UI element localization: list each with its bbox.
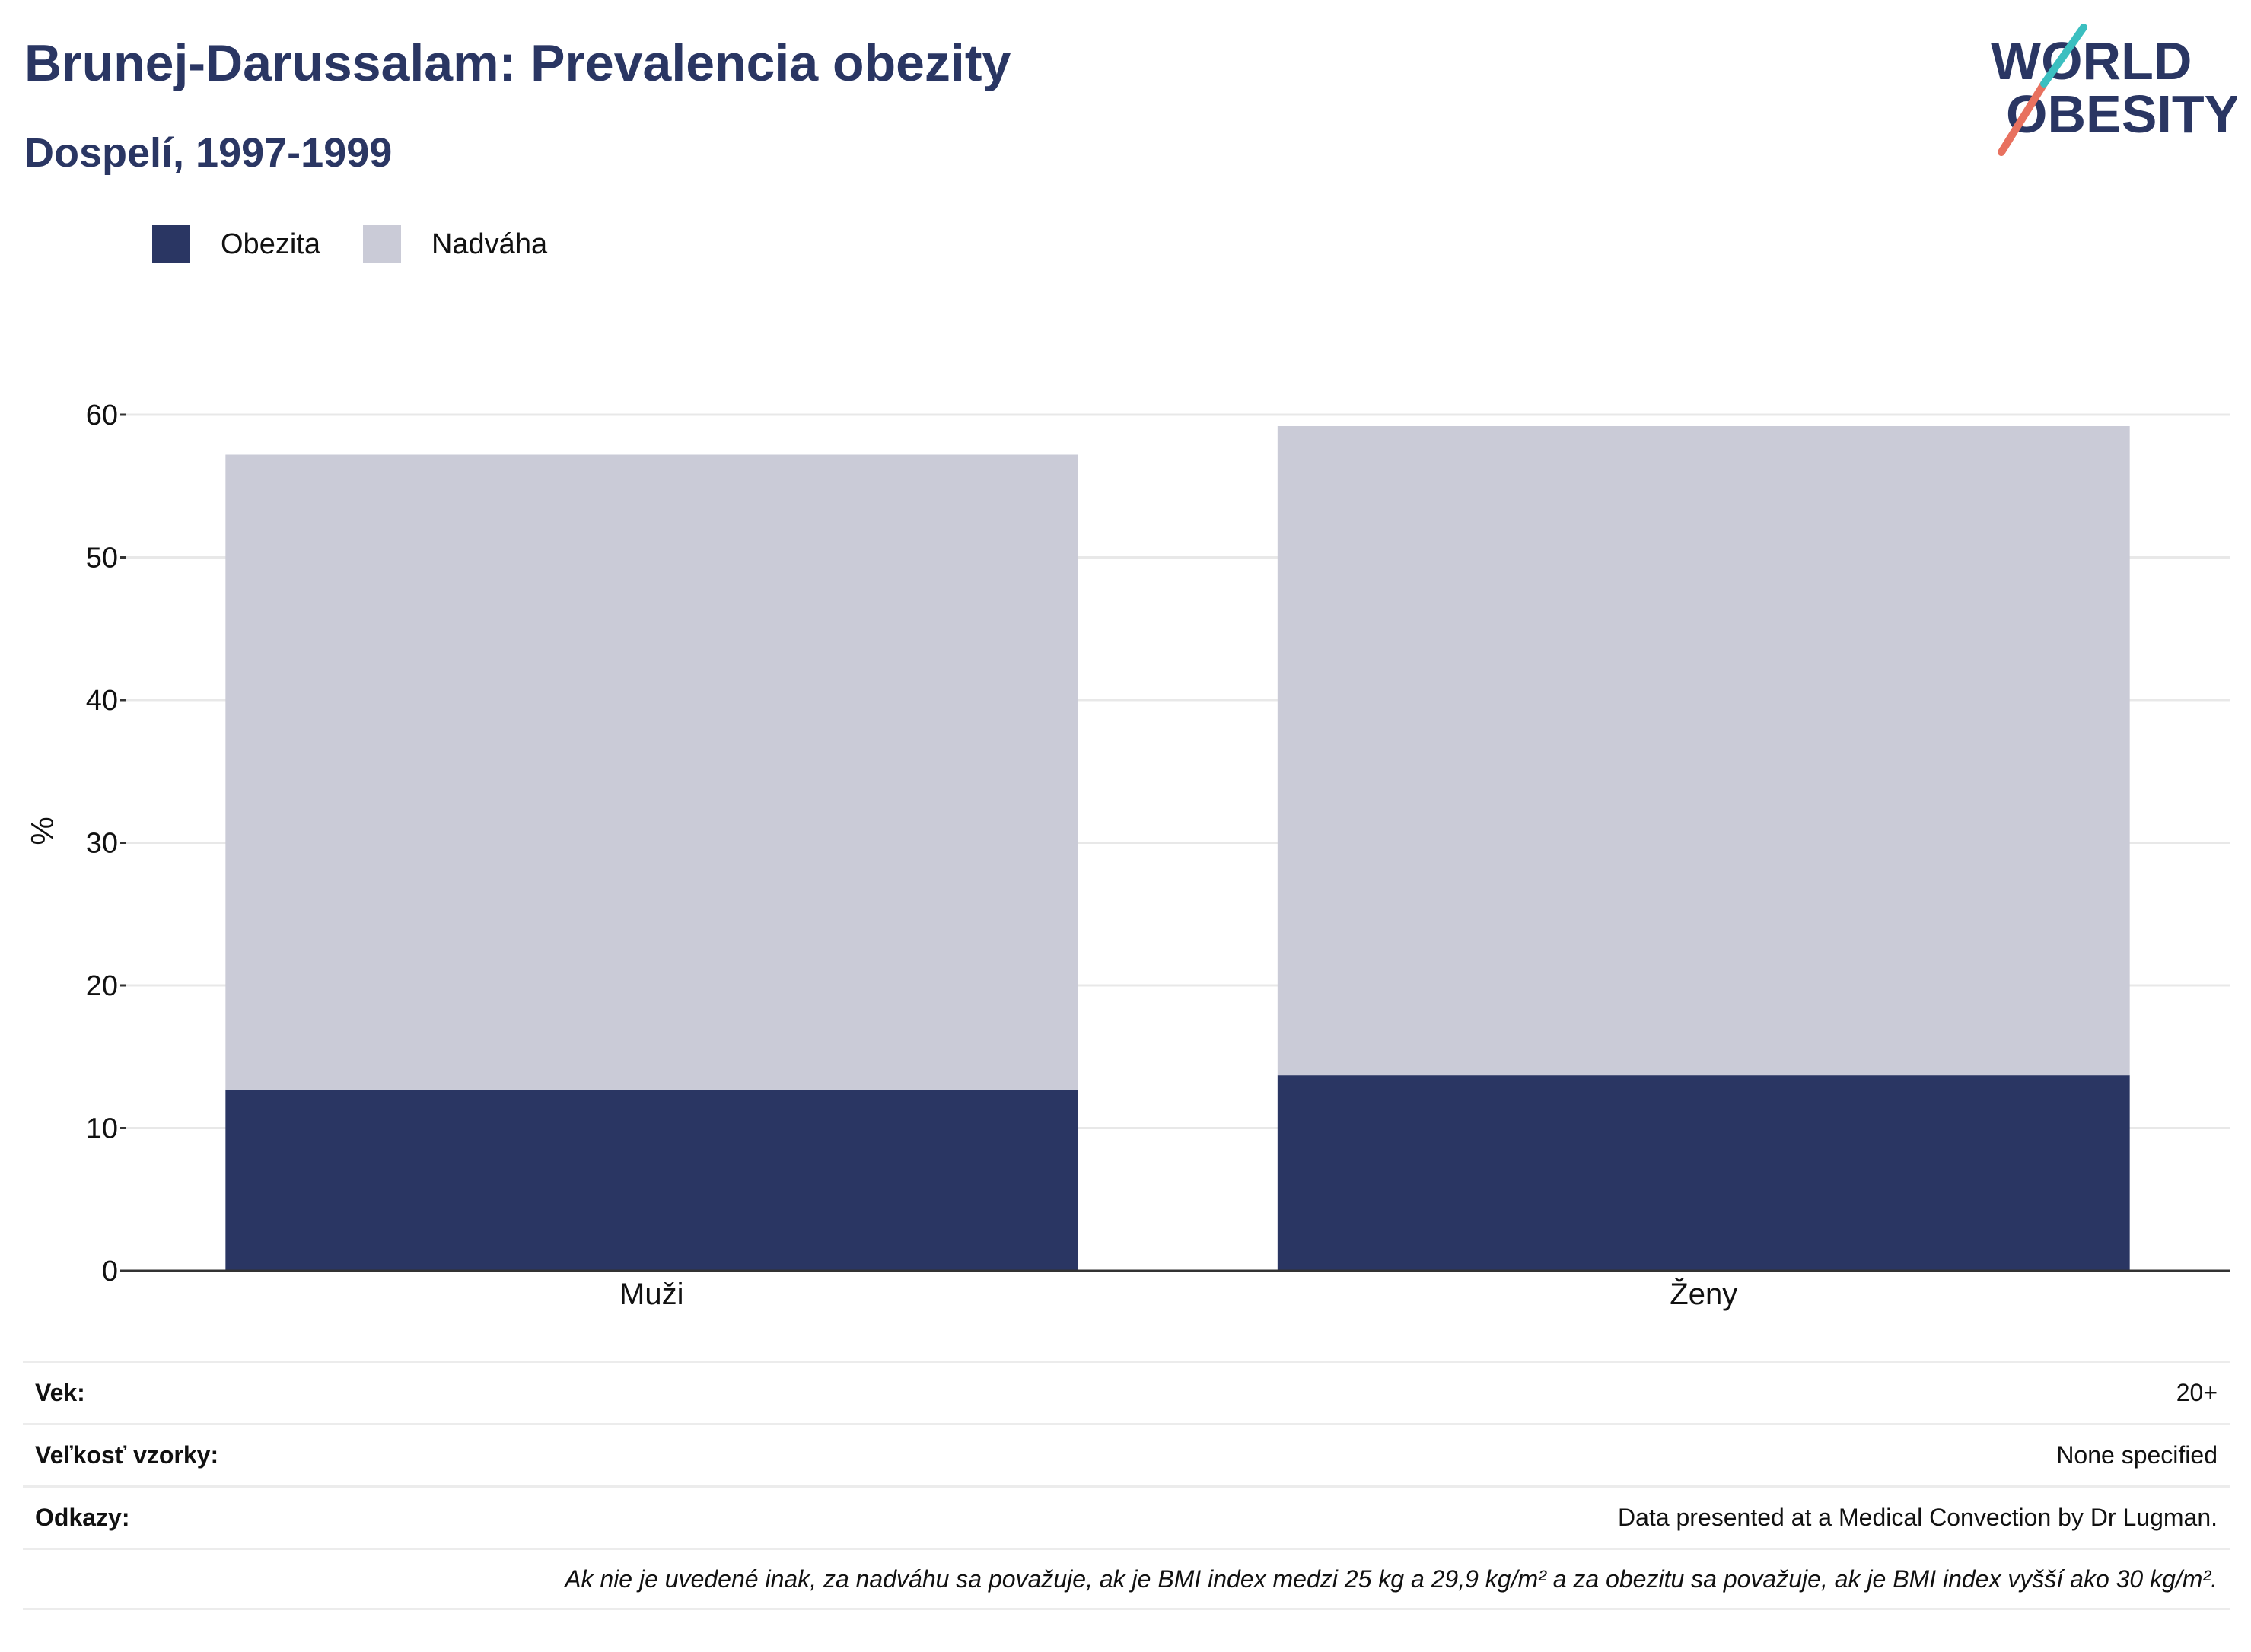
info-value-references: Data presented at a Medical Convection b… <box>1618 1504 2218 1531</box>
y-tick-label: 10 <box>86 1113 118 1145</box>
bar-obesity-0 <box>225 1089 1078 1271</box>
x-tick-label: Ženy <box>1670 1277 1737 1311</box>
chart-subtitle: Dospelí, 1997-1999 <box>24 130 393 176</box>
info-table: Vek: 20+ Veľkosť vzorky: None specified … <box>23 1361 2230 1610</box>
bmi-definition-note: Ak nie je uvedené inak, za nadváhu sa po… <box>565 1564 2218 1593</box>
chart-legend: Obezita Nadváha <box>152 225 590 263</box>
legend-swatch-overweight <box>362 225 401 263</box>
legend-item-obesity: Obezita <box>152 225 320 263</box>
info-note-row: Ak nie je uvedené inak, za nadváhu sa po… <box>23 1548 2230 1610</box>
bar-overweight-0 <box>225 454 1078 1090</box>
info-row-age: Vek: 20+ <box>23 1361 2230 1423</box>
info-label-sample-size: Veľkosť vzorky: <box>35 1441 219 1469</box>
chart-title: Brunej-Darussalam: Prevalencia obezity <box>24 34 1011 92</box>
legend-label-overweight: Nadváha <box>431 228 548 260</box>
info-label-age: Vek: <box>35 1379 85 1406</box>
info-value-sample-size: None specified <box>2056 1441 2218 1469</box>
info-row-sample-size: Veľkosť vzorky: None specified <box>23 1423 2230 1485</box>
y-tick-label: 60 <box>86 399 118 431</box>
x-tick-label: Muži <box>619 1278 683 1311</box>
info-label-references: Odkazy: <box>35 1504 130 1531</box>
legend-swatch-obesity <box>152 225 190 263</box>
bar-chart: 0 10 20 30 40 50 60% Muži Ženy <box>24 399 2230 1311</box>
y-tick-label: 0 <box>102 1256 118 1288</box>
y-tick-label: 20 <box>86 970 118 1002</box>
y-tick-label: 50 <box>86 543 118 575</box>
bar-obesity-1 <box>1277 1075 2130 1271</box>
legend-item-overweight: Nadváha <box>362 225 548 263</box>
y-axis-label: % <box>24 816 60 845</box>
svg-text:OBESITY: OBESITY <box>2006 84 2237 144</box>
y-tick-label: 30 <box>86 828 118 860</box>
world-obesity-logo: WORLD OBESITY <box>1991 24 2237 156</box>
y-tick-label: 40 <box>86 685 118 717</box>
legend-label-obesity: Obezita <box>221 228 320 260</box>
bar-overweight-1 <box>1277 426 2130 1076</box>
info-value-age: 20+ <box>2176 1379 2218 1406</box>
info-row-references: Odkazy: Data presented at a Medical Conv… <box>23 1485 2230 1548</box>
svg-text:WORLD: WORLD <box>1991 31 2192 91</box>
